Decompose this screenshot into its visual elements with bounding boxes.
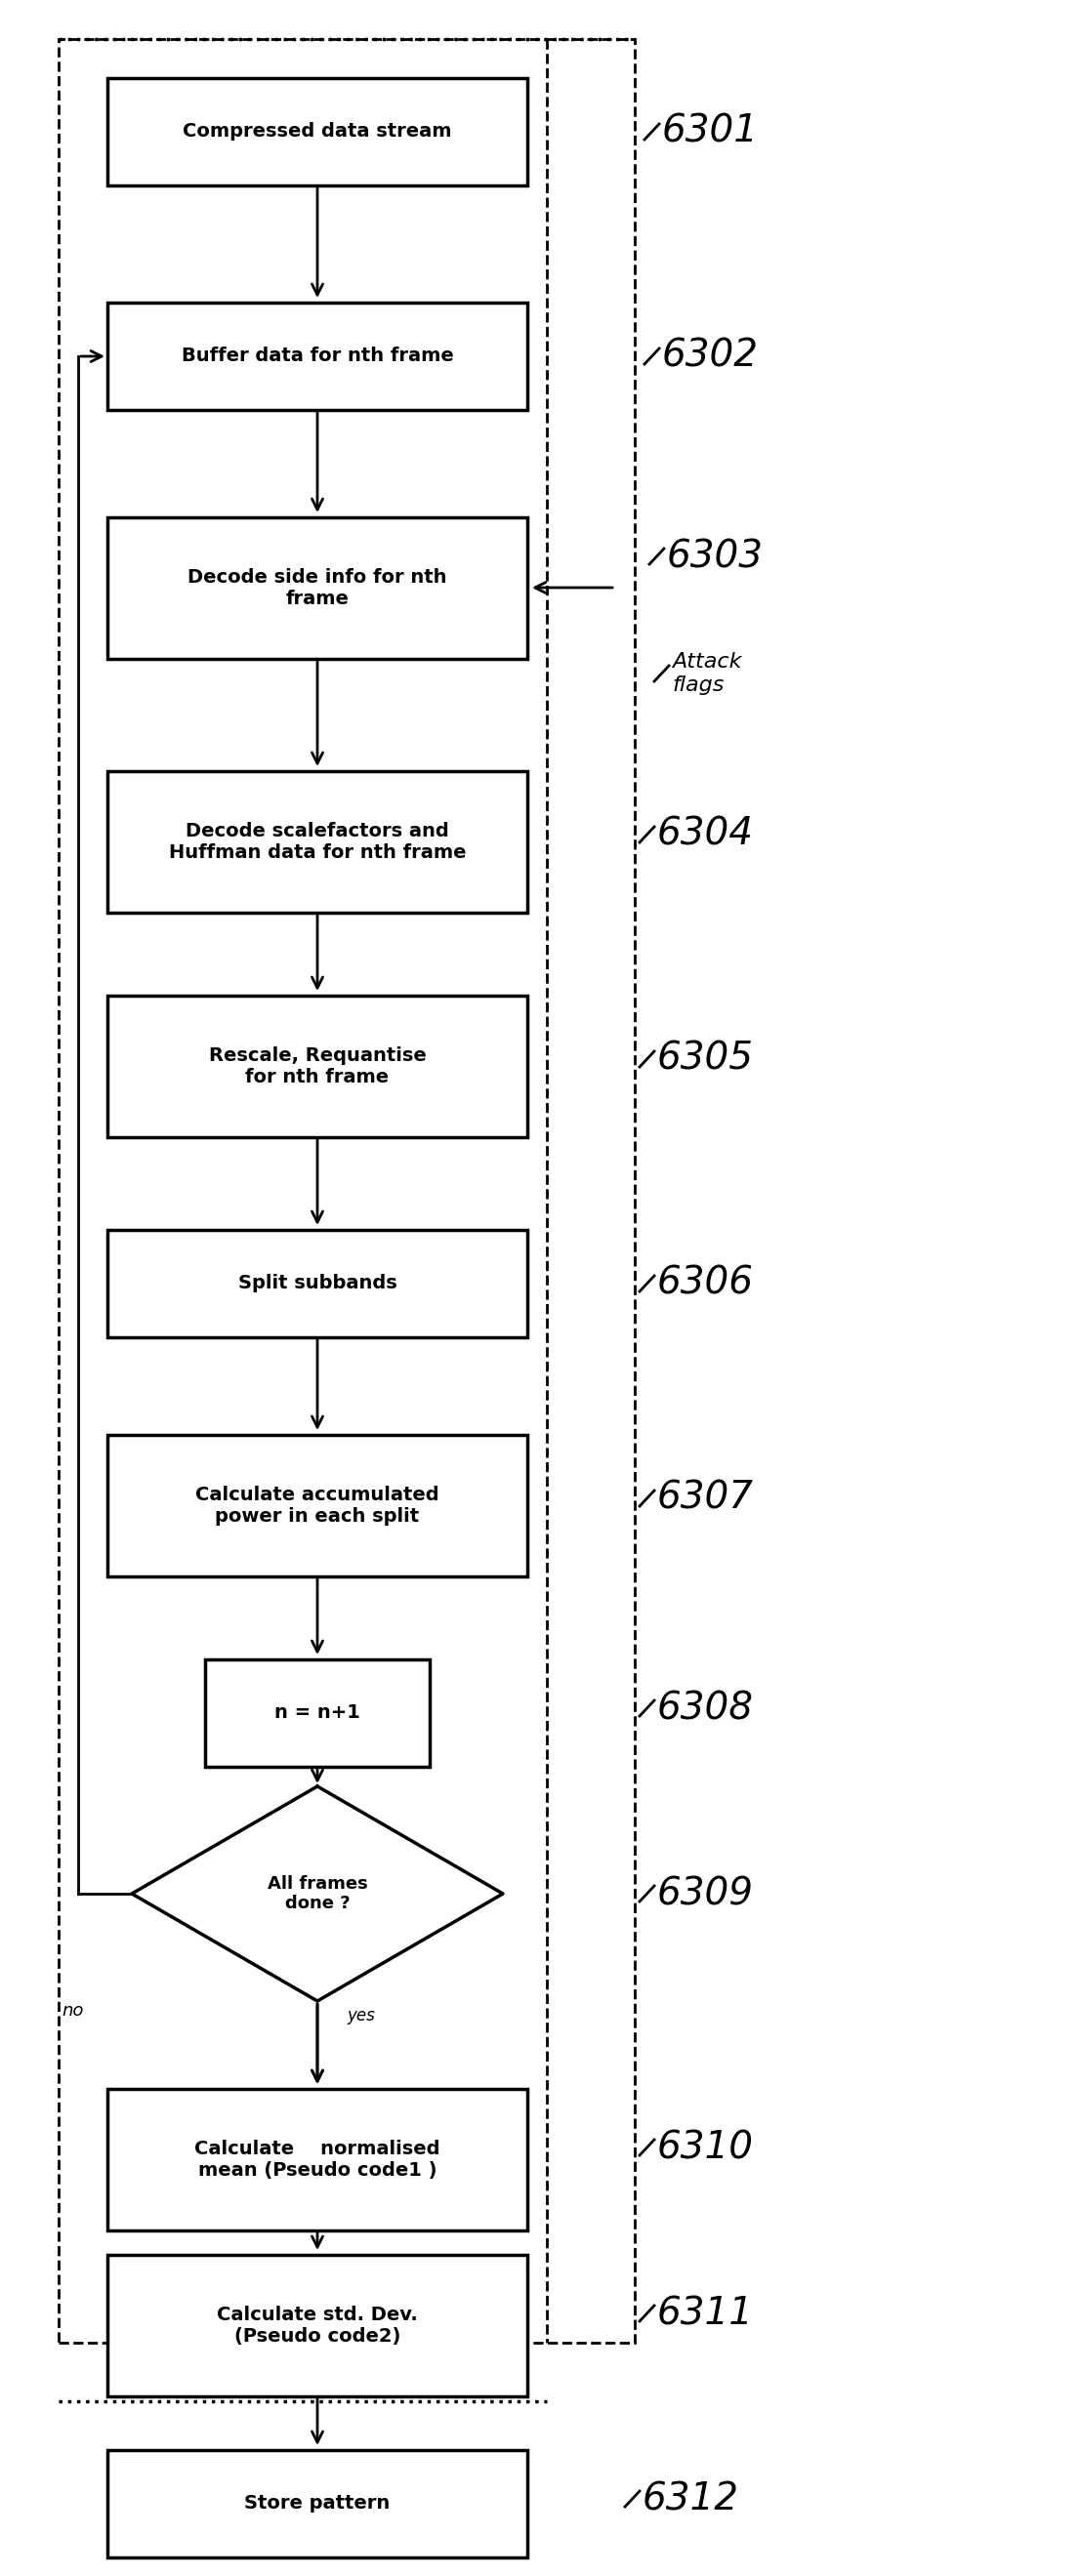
Text: Store pattern: Store pattern — [244, 2494, 390, 2514]
Text: yes: yes — [347, 2007, 375, 2025]
Text: 6310: 6310 — [657, 2128, 753, 2166]
Text: 6312: 6312 — [642, 2481, 739, 2517]
FancyBboxPatch shape — [107, 2450, 528, 2558]
Text: Calculate    normalised
mean (Pseudo code1 ): Calculate normalised mean (Pseudo code1 … — [195, 2141, 440, 2179]
Text: Compressed data stream: Compressed data stream — [183, 124, 452, 142]
FancyBboxPatch shape — [107, 1229, 528, 1337]
Text: Calculate accumulated
power in each split: Calculate accumulated power in each spli… — [196, 1486, 439, 1525]
Text: Calculate std. Dev.
(Pseudo code2): Calculate std. Dev. (Pseudo code2) — [217, 2306, 418, 2347]
Text: 6304: 6304 — [657, 817, 753, 853]
Text: Split subbands: Split subbands — [238, 1275, 397, 1293]
Text: 6306: 6306 — [657, 1265, 753, 1301]
FancyBboxPatch shape — [107, 2089, 528, 2231]
Text: 6305: 6305 — [657, 1041, 753, 1077]
Text: 6307: 6307 — [657, 1479, 753, 1517]
Text: no: no — [63, 2002, 84, 2020]
FancyBboxPatch shape — [205, 1659, 429, 1767]
Text: 6311: 6311 — [657, 2295, 753, 2331]
Text: 6303: 6303 — [667, 538, 763, 574]
FancyBboxPatch shape — [107, 301, 528, 410]
Text: n = n+1: n = n+1 — [275, 1703, 360, 1723]
Text: 6309: 6309 — [657, 1875, 753, 1911]
Text: Decode side info for nth
frame: Decode side info for nth frame — [188, 569, 448, 608]
Text: 6301: 6301 — [662, 113, 759, 149]
FancyBboxPatch shape — [107, 770, 528, 912]
FancyBboxPatch shape — [107, 77, 528, 185]
Text: Rescale, Requantise
for nth frame: Rescale, Requantise for nth frame — [209, 1046, 426, 1087]
Text: Decode scalefactors and
Huffman data for nth frame: Decode scalefactors and Huffman data for… — [169, 822, 466, 863]
FancyBboxPatch shape — [107, 518, 528, 659]
Text: 6308: 6308 — [657, 1690, 753, 1726]
Text: 6302: 6302 — [662, 337, 759, 376]
Text: All frames
done ?: All frames done ? — [267, 1875, 368, 1911]
Text: Buffer data for nth frame: Buffer data for nth frame — [182, 348, 453, 366]
FancyBboxPatch shape — [107, 1435, 528, 1577]
FancyBboxPatch shape — [107, 997, 528, 1136]
FancyBboxPatch shape — [107, 2254, 528, 2396]
Text: Attack
flags: Attack flags — [671, 652, 742, 696]
